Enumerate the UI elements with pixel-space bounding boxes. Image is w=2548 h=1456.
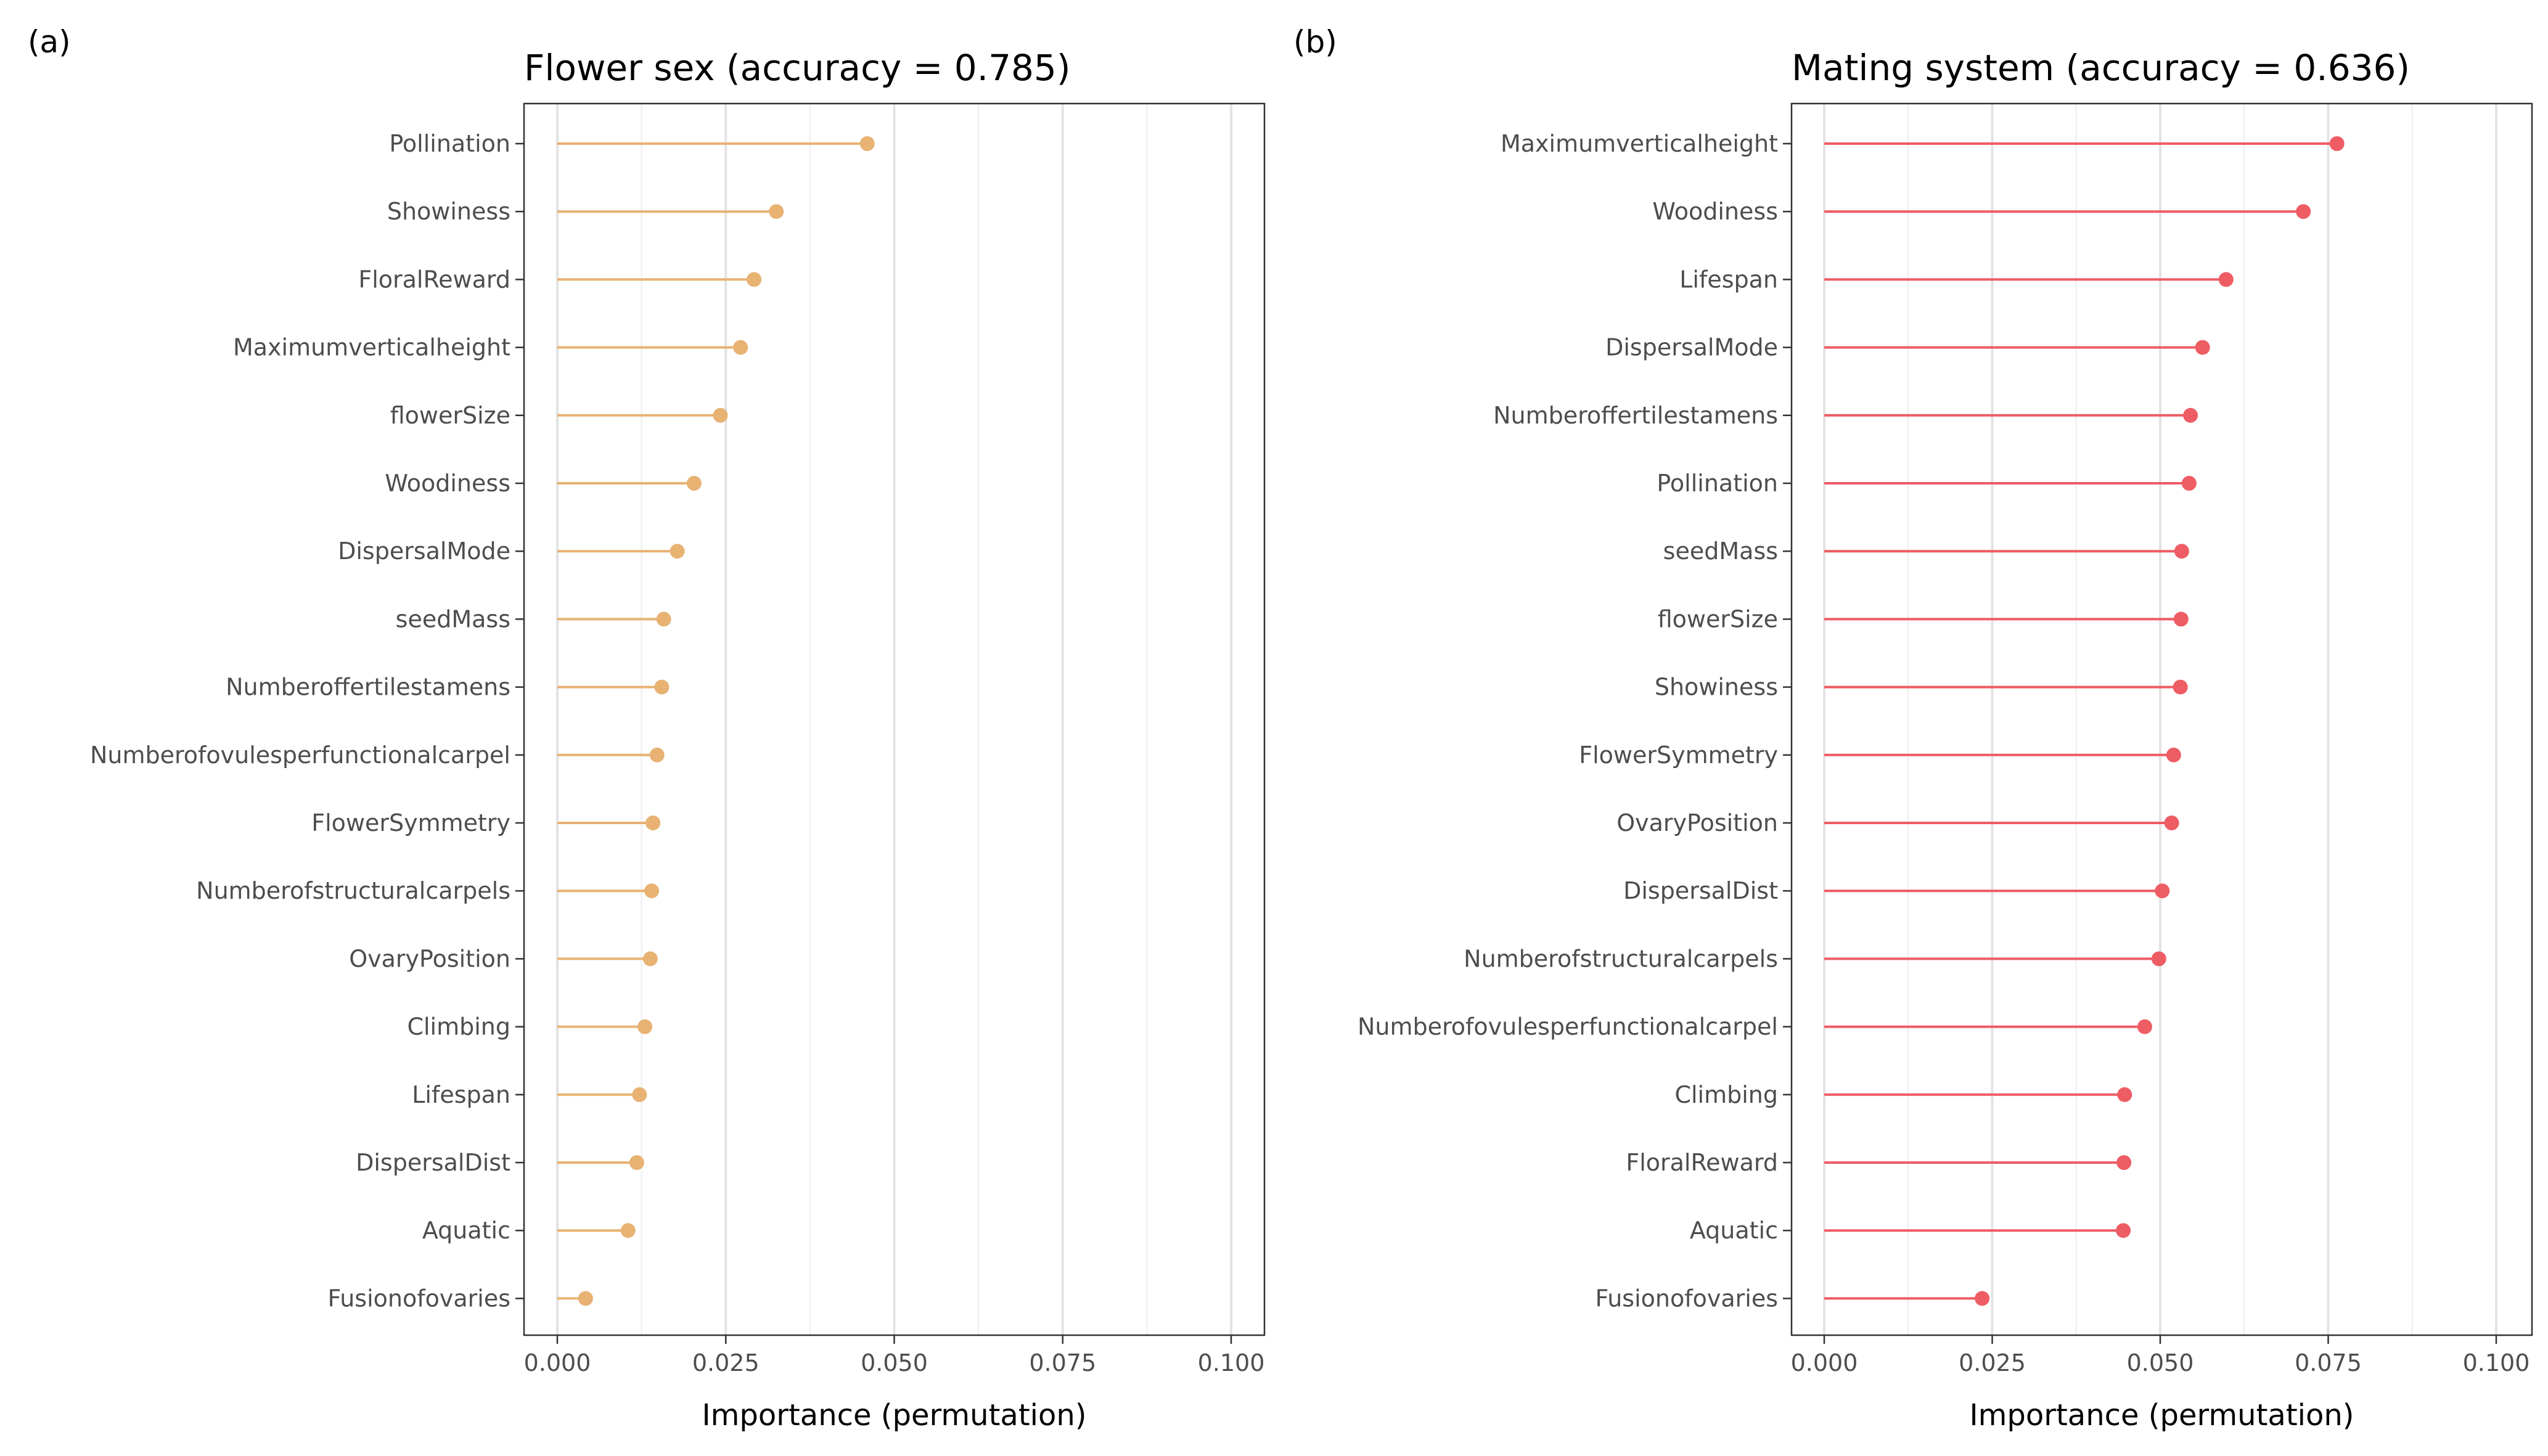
x-tick-label: 0.050 (2127, 1349, 2194, 1376)
lollipop-point (2164, 816, 2179, 830)
x-tick-label: 0.000 (524, 1349, 591, 1376)
panel-a: (a) Flower sex (accuracy = 0.785) 0.000 0.0… (28, 24, 1266, 1433)
y-tick-label: Maximumverticalheight (233, 334, 510, 361)
x-tick-label: 0.075 (2295, 1349, 2362, 1376)
x-axis-title: Importance (permutation) (702, 1398, 1086, 1433)
lollipop-point (859, 136, 875, 151)
y-tick-label: Numberofstructuralcarpels (196, 877, 510, 904)
lollipop-point (2151, 951, 2166, 967)
lollipop-point (2116, 1223, 2131, 1238)
y-tick-label: Numberoffertilestamens (1493, 402, 1778, 429)
panel-border (1790, 102, 2533, 1336)
lollipop-point (578, 1291, 593, 1306)
y-tick-label: DispersalMode (1605, 334, 1778, 361)
y-tick-label: flowerSize (1658, 605, 1778, 632)
lollipop-point (2329, 136, 2345, 151)
panel-tag: (b) (1293, 24, 1337, 60)
lollipop-point (686, 476, 702, 491)
y-tick-label: Aquatic (422, 1217, 510, 1244)
x-tick-label: 0.100 (2463, 1349, 2530, 1376)
panel-tag: (a) (28, 24, 71, 60)
lollipop-point (2173, 679, 2188, 695)
y-tick-label: DispersalDist (1623, 877, 1778, 904)
lollipop-point (2155, 883, 2170, 899)
lollipop-point (2116, 1155, 2132, 1170)
y-tick-label: Showiness (387, 198, 510, 225)
lollipop-point (645, 816, 661, 830)
y-tick-label: FloralReward (358, 266, 510, 293)
y-tick-label: OvaryPosition (349, 945, 510, 972)
y-tick-label: Maximumverticalheight (1501, 130, 1778, 157)
lollipop-point (2183, 407, 2198, 423)
y-tick-label: Climbing (407, 1013, 510, 1041)
y-tick-label: Numberoffertilestamens (226, 674, 510, 701)
x-tick-label: 0.100 (1198, 1349, 1265, 1376)
lollipop-point (2218, 272, 2234, 287)
y-tick-label: Woodiness (1652, 198, 1778, 225)
y-tick-label: Fusionofovaries (1595, 1285, 1778, 1312)
y-tick-label: seedMass (1663, 538, 1778, 565)
y-tick-label: Numberofovulesperfunctionalcarpel (90, 742, 510, 769)
lollipop-point (733, 340, 748, 355)
chart-title: Mating system (accuracy = 0.636) (1792, 47, 2410, 89)
x-axis-title: Importance (permutation) (1969, 1398, 2354, 1433)
lollipop-point (2195, 340, 2210, 355)
y-tick-label: Lifespan (412, 1081, 510, 1108)
chart-title: Flower sex (accuracy = 0.785) (524, 47, 1070, 89)
y-tick-label: FlowerSymmetry (1579, 742, 1778, 769)
x-tick-label: 0.025 (692, 1349, 760, 1376)
panel-b: (b) Mating system (accuracy = 0.636) 0.000… (1293, 24, 2533, 1433)
lollipop-point (656, 611, 671, 627)
y-tick-label: Numberofovulesperfunctionalcarpel (1358, 1013, 1778, 1041)
lollipop-point (769, 204, 784, 219)
lollipop-point (654, 679, 670, 695)
lollipop-point (747, 272, 762, 287)
lollipop-point (2137, 1019, 2152, 1034)
lollipop-point (637, 1019, 653, 1034)
lollipop-point (2296, 204, 2311, 219)
y-tick-label: Pollination (389, 130, 510, 157)
y-tick-label: Pollination (1657, 470, 1778, 497)
x-tick-label: 0.075 (1029, 1349, 1096, 1376)
lollipop-point (670, 544, 685, 559)
lollipop-point (2117, 1087, 2132, 1102)
lollipop-point (620, 1223, 636, 1238)
lollipop-point (2181, 476, 2197, 491)
lollipop-point (644, 883, 660, 899)
y-tick-label: OvaryPosition (1616, 809, 1778, 836)
lollipop-point (713, 407, 728, 423)
y-tick-label: DispersalMode (338, 538, 510, 565)
lollipop-point (649, 747, 665, 763)
y-tick-label: FloralReward (1626, 1149, 1778, 1176)
y-tick-label: Numberofstructuralcarpels (1464, 945, 1778, 972)
x-tick-label: 0.000 (1791, 1349, 1858, 1376)
y-tick-label: DispersalDist (356, 1149, 510, 1176)
y-tick-label: flowerSize (390, 402, 510, 429)
lollipop-point (1975, 1291, 1990, 1306)
x-tick-label: 0.025 (1959, 1349, 2026, 1376)
lollipop-point (632, 1087, 647, 1102)
lollipop-point (2174, 544, 2189, 559)
y-tick-label: FlowerSymmetry (311, 809, 510, 836)
y-tick-label: Climbing (1674, 1081, 1778, 1108)
lollipop-point (2166, 747, 2181, 763)
lollipop-point (629, 1155, 644, 1170)
x-tick-label: 0.050 (861, 1349, 928, 1376)
y-tick-label: Aquatic (1690, 1217, 1778, 1244)
y-tick-label: seedMass (396, 605, 510, 632)
lollipop-point (2173, 611, 2189, 627)
y-tick-label: Woodiness (385, 470, 510, 497)
y-tick-label: Fusionofovaries (327, 1285, 510, 1312)
y-tick-label: Lifespan (1679, 266, 1778, 293)
lollipop-point (642, 951, 658, 967)
y-tick-label: Showiness (1655, 674, 1778, 701)
